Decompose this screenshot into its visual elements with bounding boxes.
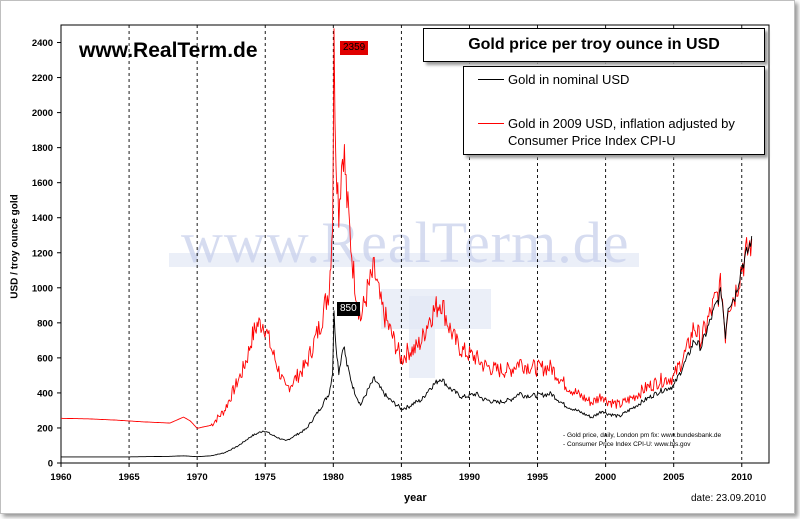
plot-area xyxy=(60,24,770,464)
watermark-band xyxy=(169,253,639,267)
site-label: www.RealTerm.de xyxy=(79,39,258,62)
x-tick-label: 2005 xyxy=(663,472,685,483)
series-line-real xyxy=(61,28,753,429)
x-tick-label: 1970 xyxy=(187,472,208,483)
y-tick-label: 200 xyxy=(37,423,53,434)
legend-line-real xyxy=(478,123,504,124)
x-tick-label: 1990 xyxy=(459,472,480,483)
y-tick-label: 400 xyxy=(37,388,53,399)
watermark-band xyxy=(381,289,491,329)
y-axis-label: USD / troy ounce gold xyxy=(9,194,21,299)
x-tick-label: 1995 xyxy=(527,472,549,483)
peak-label-nominal: 850 xyxy=(337,302,360,316)
legend-label-real: Gold in 2009 USD, inflation adjusted by … xyxy=(508,116,735,148)
source-line: - Consumer Price Index CPI-U: www.bls.go… xyxy=(563,441,691,448)
y-tick-label: 1000 xyxy=(32,283,53,294)
chart-title: Gold price per troy ounce in USD xyxy=(423,28,765,62)
x-tick-label: 1975 xyxy=(255,472,277,483)
x-tick-label: 1985 xyxy=(391,472,413,483)
watermark-text: www.RealTerm.de xyxy=(181,210,630,275)
source-line: - Gold price, daily, London pm fix: www.… xyxy=(563,432,722,439)
y-tick-label: 1800 xyxy=(32,143,53,154)
peak-label-real: 2359 xyxy=(340,41,369,55)
series-line-nominal xyxy=(61,236,753,458)
y-tick-label: 2400 xyxy=(32,38,53,49)
x-tick-label: 1965 xyxy=(119,472,141,483)
x-axis-label: year xyxy=(404,492,427,504)
y-tick-label: 1400 xyxy=(32,213,53,224)
y-tick-label: 0 xyxy=(48,459,53,470)
y-tick-label: 2200 xyxy=(32,73,53,84)
x-tick-label: 2000 xyxy=(595,472,616,483)
y-tick-label: 600 xyxy=(37,353,53,364)
x-tick-label: 2010 xyxy=(731,472,752,483)
legend-label-nominal: Gold in nominal USD xyxy=(508,72,630,87)
y-tick-label: 2000 xyxy=(32,108,53,119)
y-tick-label: 800 xyxy=(37,318,53,329)
legend-line-nominal xyxy=(478,79,504,80)
x-tick-label: 1980 xyxy=(323,472,344,483)
date-label: date: 23.09.2010 xyxy=(691,493,767,504)
sources-note: - Gold price, daily, London pm fix: www.… xyxy=(563,431,721,449)
x-tick-label: 1960 xyxy=(50,472,71,483)
legend: Gold in nominal USD Gold in 2009 USD, in… xyxy=(463,66,765,155)
y-tick-label: 1200 xyxy=(32,248,53,259)
y-tick-label: 1600 xyxy=(32,178,53,189)
